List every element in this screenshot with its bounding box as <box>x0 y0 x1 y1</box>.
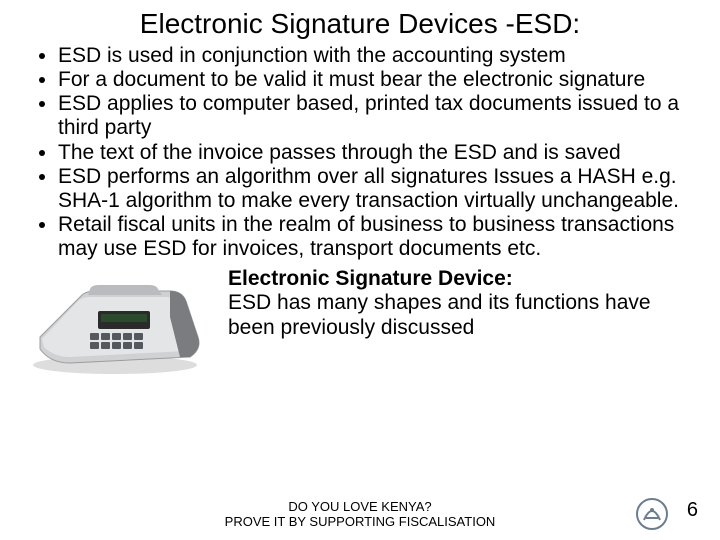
bullet-item: ESD performs an algorithm over all signa… <box>58 165 690 213</box>
bullet-item: For a document to be valid it must bear … <box>58 68 690 92</box>
slide: Electronic Signature Devices -ESD: ESD i… <box>0 0 720 540</box>
bullet-item: ESD is used in conjunction with the acco… <box>58 44 690 68</box>
bullet-list: ESD is used in conjunction with the acco… <box>30 44 690 261</box>
bullet-item: ESD applies to computer based, printed t… <box>58 92 690 140</box>
footer: DO YOU LOVE KENYA? PROVE IT BY SUPPORTIN… <box>0 499 720 530</box>
device-caption: Electronic Signature Device: ESD has man… <box>228 267 690 339</box>
caption-title: Electronic Signature Device: <box>228 267 690 291</box>
bullet-item: Retail fiscal units in the realm of busi… <box>58 213 690 261</box>
esd-device-image <box>20 267 210 377</box>
footer-line-1: DO YOU LOVE KENYA? <box>225 499 496 515</box>
kra-logo-icon <box>634 496 670 532</box>
slide-title: Electronic Signature Devices -ESD: <box>30 8 690 40</box>
lower-row: Electronic Signature Device: ESD has man… <box>30 267 690 377</box>
bullet-item: The text of the invoice passes through t… <box>58 141 690 165</box>
footer-line-2: PROVE IT BY SUPPORTING FISCALISATION <box>225 514 496 530</box>
caption-body: ESD has many shapes and its functions ha… <box>228 291 690 339</box>
page-number: 6 <box>687 499 698 522</box>
footer-text: DO YOU LOVE KENYA? PROVE IT BY SUPPORTIN… <box>225 499 496 530</box>
